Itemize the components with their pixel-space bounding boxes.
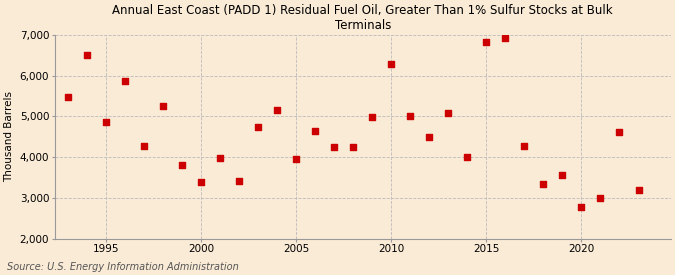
Point — [63, 95, 74, 99]
Point — [500, 35, 511, 40]
Point — [424, 135, 435, 139]
Point — [177, 163, 188, 167]
Point — [234, 179, 244, 183]
Point — [348, 145, 358, 150]
Text: Source: U.S. Energy Information Administration: Source: U.S. Energy Information Administ… — [7, 262, 238, 272]
Point — [595, 196, 606, 200]
Point — [329, 145, 340, 150]
Point — [614, 130, 625, 134]
Point — [158, 103, 169, 108]
Point — [367, 115, 378, 119]
Point — [82, 53, 92, 57]
Point — [310, 129, 321, 133]
Point — [538, 182, 549, 187]
Point — [576, 204, 587, 209]
Point — [196, 180, 207, 185]
Point — [139, 144, 150, 148]
Point — [557, 173, 568, 177]
Point — [215, 155, 225, 160]
Point — [119, 79, 130, 83]
Point — [386, 62, 397, 66]
Point — [519, 144, 530, 148]
Y-axis label: Thousand Barrels: Thousand Barrels — [4, 91, 14, 182]
Point — [633, 188, 644, 192]
Point — [291, 156, 302, 161]
Point — [443, 111, 454, 115]
Point — [253, 125, 264, 129]
Point — [481, 40, 492, 44]
Point — [405, 114, 416, 118]
Title: Annual East Coast (PADD 1) Residual Fuel Oil, Greater Than 1% Sulfur Stocks at B: Annual East Coast (PADD 1) Residual Fuel… — [113, 4, 613, 32]
Point — [272, 108, 283, 112]
Point — [101, 119, 111, 124]
Point — [462, 155, 472, 159]
